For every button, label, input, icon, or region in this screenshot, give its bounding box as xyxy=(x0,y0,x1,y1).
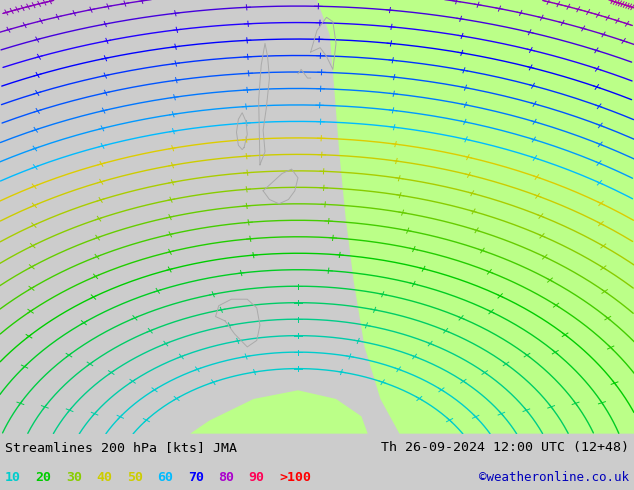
Text: Streamlines 200 hPa [kts] JMA: Streamlines 200 hPa [kts] JMA xyxy=(5,441,237,454)
Text: 10: 10 xyxy=(5,471,21,484)
Polygon shape xyxy=(190,390,368,434)
Polygon shape xyxy=(317,0,634,434)
Text: 80: 80 xyxy=(218,471,234,484)
Text: 20: 20 xyxy=(36,471,51,484)
Text: 50: 50 xyxy=(127,471,143,484)
Text: 40: 40 xyxy=(96,471,112,484)
Text: ©weatheronline.co.uk: ©weatheronline.co.uk xyxy=(479,471,629,484)
Text: 70: 70 xyxy=(188,471,204,484)
Text: 90: 90 xyxy=(249,471,264,484)
Text: 30: 30 xyxy=(66,471,82,484)
Text: >100: >100 xyxy=(279,471,311,484)
Text: 60: 60 xyxy=(157,471,173,484)
Text: Th 26-09-2024 12:00 UTC (12+48): Th 26-09-2024 12:00 UTC (12+48) xyxy=(381,441,629,454)
